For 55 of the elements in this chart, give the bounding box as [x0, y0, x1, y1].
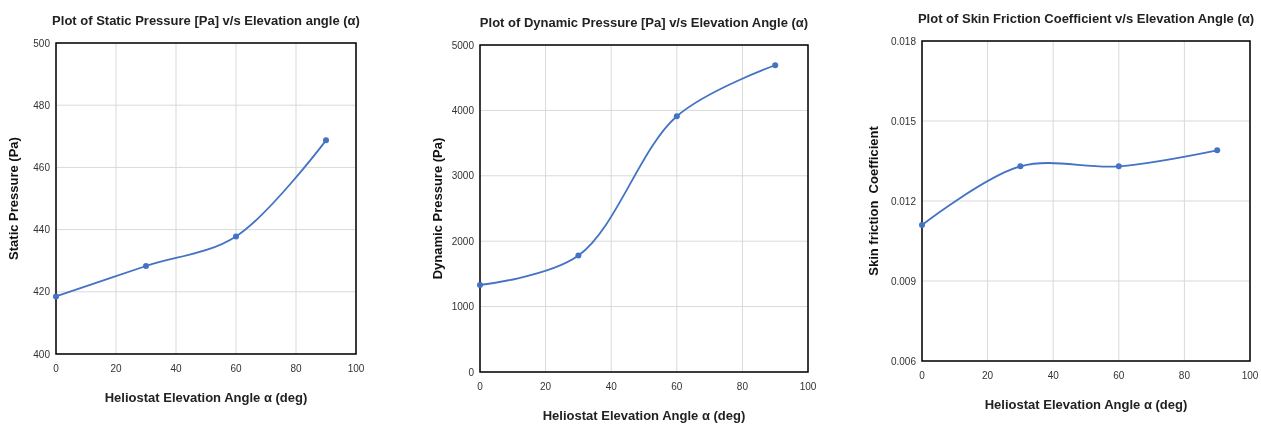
y-tick-label: 3000	[451, 170, 475, 182]
x-tick-label: 60	[671, 381, 683, 392]
y-tick-label: 0.009	[890, 275, 917, 287]
point	[575, 252, 582, 259]
x-tick-label: 80	[1178, 370, 1191, 381]
x-tick-label: 20	[982, 370, 994, 381]
x-tick-label: 0	[477, 381, 484, 392]
x-tick-label: 80	[736, 381, 749, 392]
x-tick-label: 60	[230, 363, 242, 374]
x-tick-label: 60	[1113, 370, 1125, 381]
x-tick-label: 20	[110, 363, 122, 374]
y-tick-label: 0.015	[890, 115, 917, 127]
point	[1214, 147, 1221, 154]
x-tick-label: 80	[290, 363, 302, 374]
x-tick-label: 100	[799, 381, 817, 392]
y-tick-label: 0.006	[890, 355, 917, 367]
y-tick-label: 5000	[451, 39, 475, 51]
point	[233, 233, 239, 240]
point	[673, 113, 680, 120]
y-tick-label: 0.018	[890, 35, 917, 47]
x-axis-title: Heliostat Elevation Angle α (deg)	[542, 408, 746, 423]
x-tick-label: 100	[1241, 370, 1259, 381]
point	[323, 137, 329, 144]
x-tick-label: 0	[919, 370, 926, 381]
point	[477, 282, 483, 289]
y-tick-label: 440	[33, 224, 51, 236]
y-tick-label: 500	[33, 37, 51, 49]
y-tick-label: 400	[33, 348, 51, 360]
point	[1017, 163, 1024, 170]
chart-title: Plot of Skin Friction Coefficient v/s Elevation Angle (α)	[917, 11, 1255, 26]
point	[1115, 163, 1122, 170]
chart-title: Plot of Dynamic Pressure [Pa] v/s Elevation Angle (α)	[479, 15, 809, 30]
y-tick-label: 4000	[451, 104, 475, 116]
x-axis-title: Heliostat Elevation Angle α (deg)	[104, 390, 308, 405]
y-axis-title: Static Pressure (Pa)	[6, 137, 21, 260]
y-axis-title: Skin friction Coefficient	[866, 125, 881, 276]
point	[53, 293, 59, 300]
x-tick-label: 100	[347, 363, 365, 374]
x-tick-label: 40	[170, 363, 182, 374]
y-tick-label: 480	[33, 99, 51, 111]
x-tick-label: 20	[540, 381, 552, 392]
y-axis-title: Dynamic Pressure (Pa)	[430, 137, 445, 280]
point	[919, 222, 925, 228]
y-tick-label: 420	[33, 286, 51, 298]
y-tick-label: 460	[33, 161, 51, 173]
x-tick-label: 40	[1047, 370, 1060, 381]
point	[772, 62, 779, 69]
y-tick-label: 0.012	[890, 195, 917, 207]
y-tick-label: 2000	[451, 235, 475, 247]
point	[143, 262, 149, 269]
x-tick-label: 0	[53, 363, 60, 374]
chart-title: Plot of Static Pressure [Pa] v/s Elevation angle (α)	[52, 13, 360, 28]
y-tick-label: 1000	[451, 301, 475, 313]
x-tick-label: 40	[605, 381, 618, 392]
x-axis-title: Heliostat Elevation Angle α (deg)	[984, 397, 1188, 412]
